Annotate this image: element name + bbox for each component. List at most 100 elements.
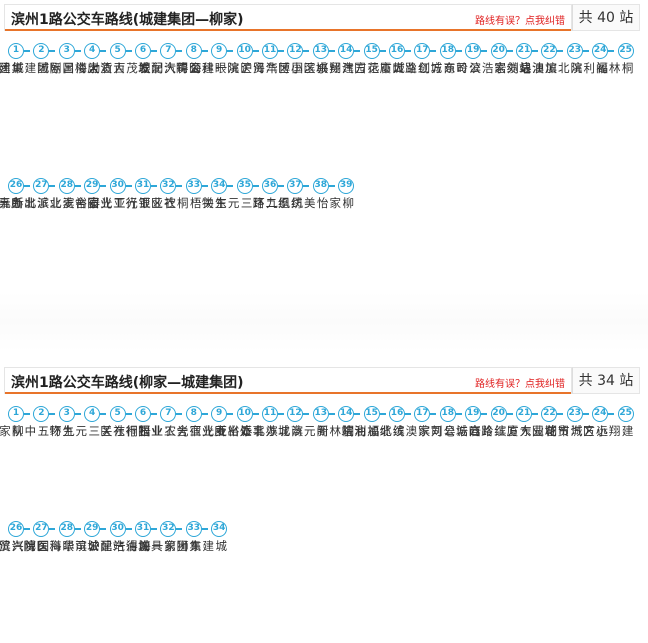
route-connector bbox=[532, 413, 538, 415]
stop-number-badge: 4 bbox=[84, 43, 101, 59]
stop-name-link[interactable]: 福利院 bbox=[340, 425, 381, 437]
stop-name-link[interactable]: 怡美纺织 bbox=[276, 197, 330, 209]
stop-name-link[interactable]: 东关 bbox=[201, 197, 229, 209]
stop-name-link[interactable]: 五中队 bbox=[10, 425, 51, 437]
route-connector bbox=[49, 413, 56, 415]
stop-name-link[interactable]: 岩浩公司 bbox=[454, 62, 508, 74]
route-header: 滨州1路公交车路线(柳家—城建集团) 路线有误？点我纠错 共 34 站 bbox=[4, 367, 640, 394]
stop-name-link[interactable]: 吕剧团 bbox=[35, 62, 76, 74]
stop-name-link[interactable]: 东狮家具城 bbox=[136, 540, 203, 552]
stop-number-badge: 2 bbox=[33, 406, 50, 422]
route-connector bbox=[125, 413, 132, 415]
stop-name-link[interactable]: 城市花园 bbox=[353, 62, 406, 74]
stop-name-link[interactable]: 滨北派出所 bbox=[213, 425, 279, 437]
stop-name-link[interactable]: 农业银行 bbox=[124, 425, 178, 437]
stop-name-link[interactable]: 创业大厦 bbox=[505, 425, 559, 437]
stop-name-link[interactable]: 滨岭商城 bbox=[429, 62, 483, 74]
stop-name-link[interactable]: 渤海国际 bbox=[48, 62, 102, 74]
route-connector bbox=[303, 185, 310, 187]
stop-name-link[interactable]: 亚光工业园 bbox=[86, 197, 152, 209]
stop-name-link[interactable]: 建翔小区 bbox=[302, 62, 356, 74]
stop-number-badge: 33 bbox=[185, 521, 202, 537]
stop-name-link[interactable]: 滨澳线缆 bbox=[378, 425, 432, 437]
stop-name-link[interactable]: 滨北派出所 bbox=[9, 197, 76, 209]
route-connector bbox=[74, 185, 81, 187]
stop-name-link[interactable]: 岩浩公司 bbox=[429, 425, 483, 437]
stop-name-link[interactable]: 东方红路口 bbox=[390, 62, 457, 74]
stop-name-link[interactable]: 泰裕麦业 bbox=[200, 425, 254, 437]
stop-name-link[interactable]: 第一加油站 bbox=[111, 540, 178, 552]
stop-name-link[interactable]: 皂刘家 bbox=[416, 425, 457, 437]
stop-number-badge: 31 bbox=[135, 178, 151, 194]
stop-name-link[interactable]: 建翔小区 bbox=[581, 425, 635, 437]
route-connector bbox=[430, 413, 437, 415]
stop-name-link[interactable]: 梧桐社区 bbox=[149, 197, 203, 209]
stop-number-badge: 20 bbox=[490, 406, 507, 422]
stop-number-badge: 21 bbox=[516, 43, 532, 59]
stop-name-link[interactable]: 远方汽贸城 bbox=[314, 62, 381, 74]
stop-number-badge: 38 bbox=[312, 178, 329, 194]
stop-name-link[interactable]: 亚光工业园 bbox=[136, 425, 203, 437]
stop-name-link[interactable]: 凤凰二路 bbox=[251, 197, 305, 209]
report-error-link[interactable]: 路线有误？点我纠错 bbox=[475, 379, 565, 390]
stop-name-link[interactable]: 三元生物 bbox=[48, 425, 102, 437]
stop-name-link[interactable]: 兴滨小区 bbox=[276, 62, 330, 74]
stop-name-link[interactable]: 城市花园 bbox=[530, 425, 584, 437]
stop-name-link[interactable]: 大润发 bbox=[137, 62, 178, 74]
stop-name-link[interactable]: 城建集团 bbox=[175, 540, 229, 552]
stop-name-link[interactable]: 国博汽贸 bbox=[0, 540, 51, 552]
stop-name-link[interactable]: 三元生物 bbox=[200, 197, 254, 209]
stop-name-link[interactable]: 柳家 bbox=[0, 425, 25, 437]
route-connector bbox=[430, 50, 437, 52]
route-connector bbox=[532, 50, 538, 52]
stop-name-link[interactable]: 桐林阁 bbox=[315, 425, 356, 437]
stop-name-link[interactable]: 梧桐社区 bbox=[99, 425, 152, 437]
stop-name-link[interactable]: 远方汽贸城 bbox=[543, 425, 610, 437]
stop-name-link[interactable]: 华海医院 bbox=[226, 62, 279, 74]
stop-name-link[interactable]: 东方红路口 bbox=[467, 425, 533, 437]
stop-name-link[interactable]: 亚光宿舍 bbox=[73, 197, 127, 209]
stop-name-link[interactable]: 一建公司 bbox=[175, 62, 229, 74]
stop-name-link[interactable]: 城建集团 bbox=[0, 62, 25, 74]
stop-name-link[interactable]: 滨澳线缆 bbox=[505, 62, 559, 74]
stop-number-badge: 15 bbox=[363, 406, 380, 422]
stop-name-link[interactable]: 桐林阁 bbox=[594, 62, 635, 74]
stop-name-link[interactable]: 海得汽配城 bbox=[136, 62, 203, 74]
stop-name-link[interactable]: 泰裕麦业 bbox=[48, 197, 102, 209]
stop-name-link[interactable]: 沪滨眼科医院 bbox=[22, 540, 102, 552]
stop-name-link[interactable]: 东关 bbox=[99, 425, 127, 437]
stop-name-link[interactable]: 滨北加油站 bbox=[517, 62, 584, 74]
stop-name-link[interactable]: 滨北办事处 bbox=[238, 425, 305, 437]
stop-name-link[interactable]: 沪滨眼科医院 bbox=[174, 62, 254, 74]
stop-name-link[interactable]: 创业大厦 bbox=[378, 62, 432, 74]
route-connector bbox=[354, 50, 361, 52]
stop-name-link[interactable]: 一建公司 bbox=[73, 540, 127, 552]
stop-name-link[interactable]: 九环 bbox=[48, 425, 76, 437]
stop-name-link[interactable]: 银茂大酒店 bbox=[86, 62, 152, 74]
stop-name-link[interactable]: 滨北办事处 bbox=[0, 197, 51, 209]
stop-name-link[interactable]: 皂刘家 bbox=[493, 62, 533, 74]
stop-name-link[interactable]: 新元商城 bbox=[0, 197, 25, 209]
stop-name-link[interactable]: 九环 bbox=[252, 197, 279, 209]
stop-number-badge: 14 bbox=[338, 406, 355, 422]
stop-name-link[interactable]: 新元商城 bbox=[276, 425, 330, 437]
route-panel-outbound: 滨州1路公交车路线(城建集团—柳家) 路线有误？点我纠错 共 40 站 1 城建集… bbox=[0, 4, 640, 286]
stop-name-link[interactable]: 柳家 bbox=[328, 197, 356, 209]
stop-number-badge: 36 bbox=[262, 178, 278, 194]
stop-name-link[interactable]: 兴滨小区 bbox=[0, 540, 25, 552]
stop-name-link[interactable]: 城建集团宿舍 bbox=[0, 62, 51, 74]
stop-number-badge: 28 bbox=[58, 521, 75, 537]
stop-name-link[interactable]: 农业银行 bbox=[124, 197, 178, 209]
stop-name-link[interactable]: 亚光宿舍 bbox=[175, 425, 229, 437]
stop-name-link[interactable]: 华海医院 bbox=[22, 540, 76, 552]
stop-name-link[interactable]: 滨北加油站 bbox=[340, 425, 406, 437]
stop-name-link[interactable]: 百货大楼 bbox=[73, 62, 127, 74]
stop-name-link[interactable]: 国博汽贸 bbox=[251, 62, 305, 74]
stop-number-badge: 1 bbox=[8, 406, 24, 422]
stop-name-link[interactable]: 福利院 bbox=[569, 62, 610, 74]
route-title: 滨州1路公交车路线(柳家—城建集团) bbox=[11, 375, 244, 391]
stop-name-link[interactable]: 海得汽配城 bbox=[86, 540, 152, 552]
stop-name-link[interactable]: 滨岭商城 bbox=[454, 425, 508, 437]
stop-number-badge: 24 bbox=[592, 43, 609, 59]
report-error-link[interactable]: 路线有误？点我纠错 bbox=[475, 16, 565, 27]
